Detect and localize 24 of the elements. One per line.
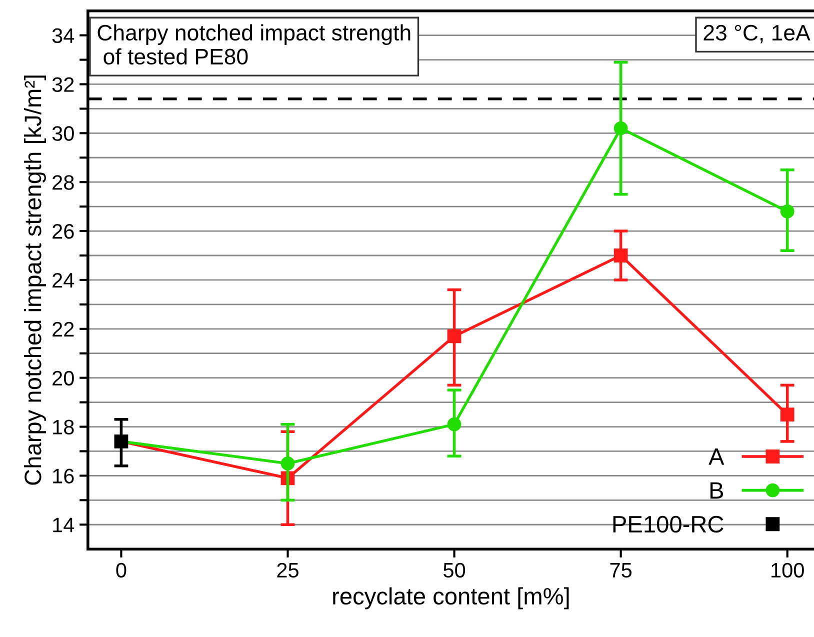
x-tick-label: 0 bbox=[116, 562, 126, 578]
y-tick-label: 30 bbox=[52, 126, 74, 141]
point bbox=[114, 434, 128, 448]
legend-label: PE100-RC bbox=[613, 516, 724, 533]
y-tick-label: 32 bbox=[52, 77, 74, 92]
x-tick-label: 100 bbox=[772, 562, 804, 578]
x-axis-title: recyclate content [m%] bbox=[333, 587, 569, 610]
x-tick-label: 75 bbox=[610, 563, 632, 578]
annotation: Charpy notched impact strength of tested PE80 bbox=[98, 24, 410, 65]
annotation: 23 °C, 1eA bbox=[704, 24, 810, 44]
x-tick-label: 50 bbox=[444, 562, 466, 578]
y-tick-label: 18 bbox=[53, 420, 74, 435]
y-tick-label: 16 bbox=[53, 468, 74, 484]
y-tick-label: 24 bbox=[52, 272, 74, 288]
y-tick-label: 20 bbox=[52, 370, 74, 386]
legend-label: B bbox=[710, 482, 724, 499]
y-tick-label: 26 bbox=[52, 224, 74, 239]
y-axis-title: Charpy notched impact strength [kJ/m²] bbox=[24, 76, 46, 485]
x-tick-label: 25 bbox=[277, 562, 298, 578]
y-tick-label: 34 bbox=[52, 28, 74, 44]
y-tick-label: 22 bbox=[52, 322, 74, 336]
legend-label: A bbox=[708, 448, 724, 465]
y-tick-label: 28 bbox=[52, 175, 74, 190]
y-tick-label: 14 bbox=[53, 518, 74, 532]
